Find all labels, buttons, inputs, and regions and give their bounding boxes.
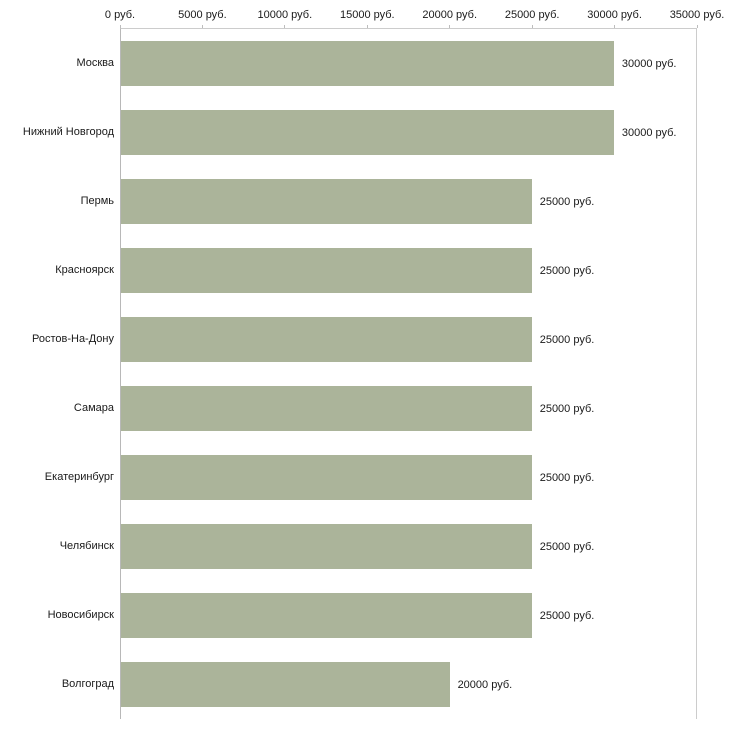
bar-value-label: 25000 руб. <box>539 540 595 553</box>
bar-row: 30000 руб. <box>121 98 696 167</box>
plot-area: 30000 руб. 30000 руб. 25000 руб. 25000 руб.… <box>120 28 697 719</box>
bar-row: 25000 руб. <box>121 581 696 650</box>
x-tick-label: 20000 руб. <box>422 9 478 21</box>
category-label: Екатеринбург <box>44 470 114 483</box>
category-label: Волгоград <box>61 677 114 690</box>
x-tick-mark <box>449 25 451 28</box>
category-label: Новосибирск <box>47 608 114 621</box>
bar-value-label: 25000 руб. <box>539 333 595 346</box>
bar <box>121 317 532 362</box>
x-tick-label: 15000 руб. <box>339 9 395 21</box>
x-tick-label: 10000 руб. <box>257 9 313 21</box>
bar <box>121 386 532 431</box>
bar-row: 25000 руб. <box>121 305 696 374</box>
x-tick-mark <box>614 25 616 28</box>
y-axis-labels: Москва Нижний Новгород Пермь Красноярск Рост… <box>0 28 114 719</box>
bar <box>121 41 614 86</box>
category-label: Челябинск <box>59 539 114 552</box>
bar-value-label: 20000 руб. <box>457 678 513 691</box>
bar-value-label: 30000 руб. <box>621 57 677 70</box>
bar <box>121 662 450 707</box>
bar-value-label: 25000 руб. <box>539 471 595 484</box>
category-label: Красноярск <box>55 263 114 276</box>
bar <box>121 179 532 224</box>
category-label: Самара <box>73 401 114 414</box>
bar <box>121 248 532 293</box>
category-label: Нижний Новгород <box>22 125 114 138</box>
x-tick-mark <box>531 25 533 28</box>
x-tick-label: 5000 руб. <box>178 9 227 21</box>
x-tick-label: 35000 руб. <box>669 9 725 21</box>
bar-value-label: 25000 руб. <box>539 402 595 415</box>
x-tick-mark <box>366 25 368 28</box>
bar-row: 20000 руб. <box>121 650 696 719</box>
category-label: Москва <box>76 56 114 69</box>
x-tick-mark <box>284 25 286 28</box>
bar-row: 25000 руб. <box>121 374 696 443</box>
bar <box>121 110 614 155</box>
x-tick-mark <box>696 25 698 28</box>
x-tick-label: 0 руб. <box>104 9 136 21</box>
bar-value-label: 25000 руб. <box>539 195 595 208</box>
bar-row: 25000 руб. <box>121 512 696 581</box>
x-tick-mark <box>201 25 203 28</box>
bar-value-label: 25000 руб. <box>539 609 595 622</box>
bar-value-label: 30000 руб. <box>621 126 677 139</box>
bar <box>121 593 532 638</box>
x-axis: 0 руб. 5000 руб. 10000 руб. 15000 руб. 20000… <box>105 0 724 28</box>
bar-row: 25000 руб. <box>121 167 696 236</box>
bar <box>121 524 532 569</box>
x-tick-label: 30000 руб. <box>587 9 642 21</box>
bar-value-label: 25000 руб. <box>539 264 595 277</box>
bar-row: 25000 руб. <box>121 443 696 512</box>
bar <box>121 455 532 500</box>
x-tick-label: 25000 руб. <box>504 9 560 21</box>
category-label: Пермь <box>80 194 114 207</box>
category-label: Ростов-На-Дону <box>31 332 114 345</box>
x-tick-mark <box>119 25 121 28</box>
bar-row: 25000 руб. <box>121 236 696 305</box>
bar-row: 30000 руб. <box>121 29 696 98</box>
